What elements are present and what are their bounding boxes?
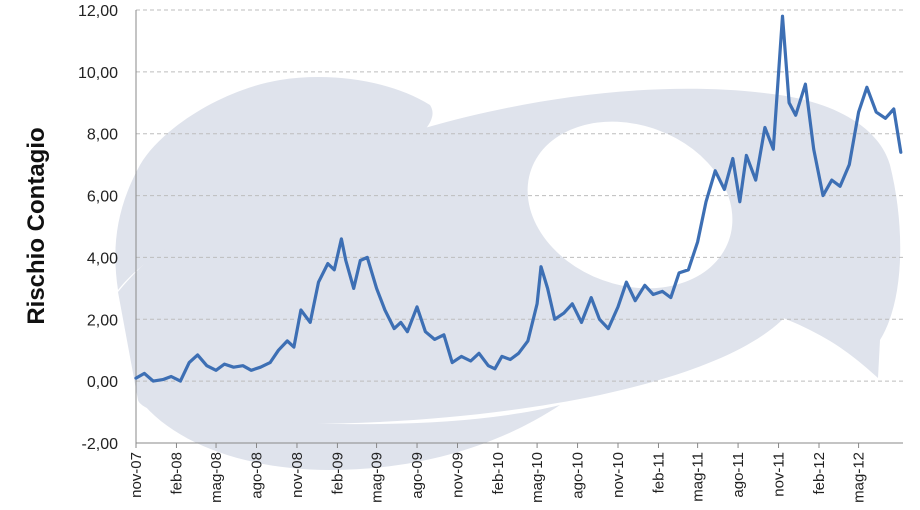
y-axis-label: Rischio Contagio [23,127,50,324]
x-tick-label: mag-09 [369,452,386,503]
watermark-logo-tail [140,400,560,470]
x-tick-label: mag-10 [529,452,546,503]
x-tick-label: nov-09 [449,452,466,498]
y-tick-label: 2,00 [87,312,118,329]
x-tick-label: ago-09 [409,452,426,499]
watermark-logo-hole [527,121,733,289]
axes [135,10,903,444]
watermark-logo-graphic [115,77,901,470]
x-tick-label: ago-08 [249,452,266,499]
x-tick-label: ago-10 [570,452,587,499]
y-tick-labels: -2,00 0,00 2,00 4,00 6,00 8,00 10,00 12,00 [78,3,118,453]
x-tick-label: mag-12 [851,452,868,503]
series-line [134,14,903,383]
y-tick-label: 10,00 [78,65,118,82]
y-tick-label: 6,00 [87,189,118,206]
y-tick-label: 4,00 [87,250,118,267]
y-tick-label: 8,00 [87,127,118,144]
y-tick-label: 12,00 [78,3,118,20]
x-tick-label: mag-08 [208,452,225,503]
x-tick-label: feb-11 [650,452,667,493]
y-tick-label: -2,00 [82,436,119,453]
x-tick-label: feb-08 [168,452,185,495]
watermark-logo-loop [115,77,433,290]
x-tick-label: feb-09 [329,452,346,495]
x-tick-label: nov-07 [128,452,145,498]
x-tick-label: feb-12 [811,452,828,495]
x-tick-label: feb-10 [490,452,507,495]
x-tick-label: nov-08 [289,452,306,498]
x-tick-label: ago-11 [730,452,747,498]
x-tick-labels: nov-07 feb-08 mag-08 ago-08 nov-08 feb-09 mag-… [128,443,868,503]
series-layer [134,14,903,383]
y-tick-label: 0,00 [87,374,118,391]
x-tick-label: nov-10 [610,452,627,498]
x-tick-label: nov-11 [771,452,788,497]
x-tick-label: mag-11 [690,452,707,502]
